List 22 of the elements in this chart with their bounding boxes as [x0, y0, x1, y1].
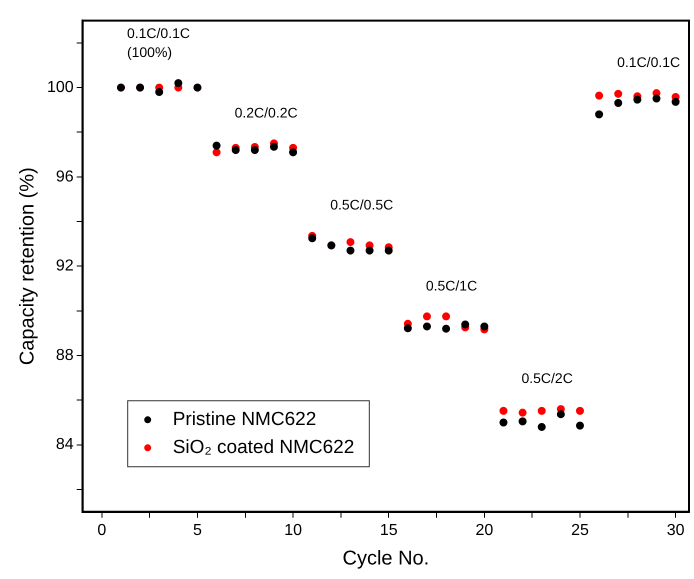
annotation: 0.1C/0.1C	[617, 54, 680, 70]
annotation: 0.5C/0.5C	[330, 196, 394, 213]
legend-label: Pristine NMC622	[172, 409, 316, 430]
annotation: 0.5C/2C	[521, 370, 573, 386]
annotation: 0.5C/1C	[426, 277, 478, 294]
x-tick-label: 25	[571, 522, 589, 539]
y-tick-label: 100	[46, 78, 74, 96]
x-tick-label: 20	[475, 522, 494, 539]
x-axis-title: Cycle No.	[342, 548, 430, 570]
y-axis-title: Capacity retention (%)	[16, 167, 39, 366]
legend-label: SiO₂ coated NMC622	[172, 437, 354, 458]
x-tick-label: 15	[380, 522, 398, 539]
x-tick-label: 0	[97, 522, 106, 539]
x-tick-label: 10	[284, 522, 302, 539]
y-tick-label: 88	[56, 346, 74, 364]
y-tick-label: 92	[56, 258, 74, 275]
y-tick-label: 96	[56, 168, 74, 186]
annotation: 0.2C/0.2C	[234, 104, 298, 120]
x-tick-label: 5	[193, 522, 202, 539]
annotation: 0.1C/0.1C (100%)	[126, 24, 190, 60]
y-tick-label: 84	[56, 436, 74, 454]
x-tick-label: 30	[666, 522, 685, 539]
